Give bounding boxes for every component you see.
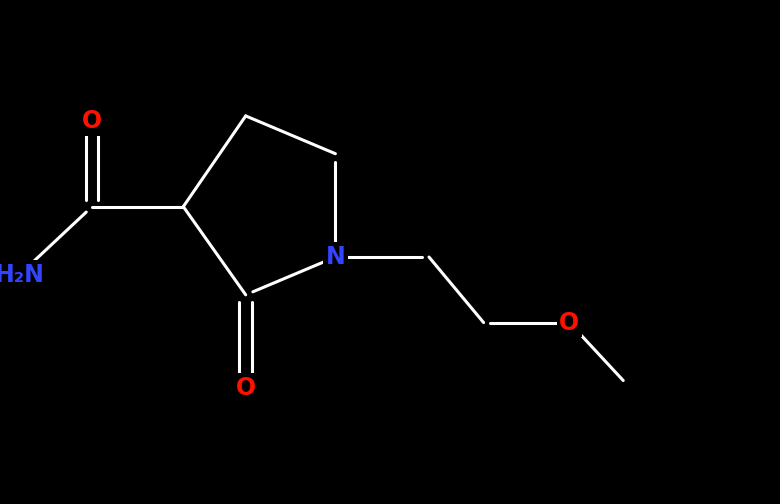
- Text: O: O: [236, 376, 256, 400]
- Text: O: O: [559, 310, 580, 335]
- Text: N: N: [325, 245, 346, 269]
- Text: O: O: [82, 109, 102, 133]
- Text: H₂N: H₂N: [0, 263, 44, 287]
